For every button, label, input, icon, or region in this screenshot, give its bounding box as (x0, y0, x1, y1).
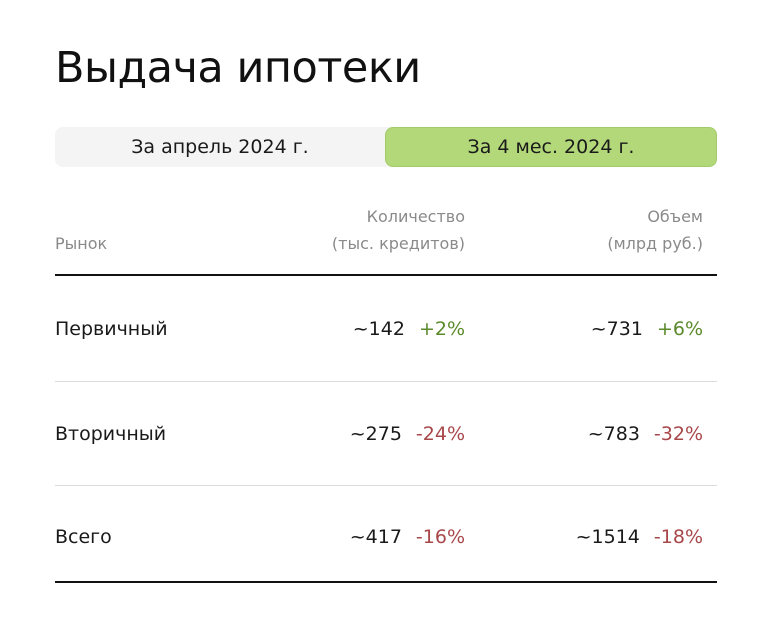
tab-4-months-2024[interactable]: За 4 мес. 2024 г. (385, 127, 717, 167)
count-change: +2% (418, 318, 465, 340)
volume-value: ~1514 (575, 526, 640, 548)
table-bottom-divider (55, 581, 717, 583)
row-total-volume: ~1514 -18% (576, 526, 703, 548)
volume-value: ~783 (587, 423, 640, 445)
tab-april-2024[interactable]: За апрель 2024 г. (131, 136, 309, 158)
row-label-primary: Первичный (55, 318, 168, 340)
volume-change: +6% (656, 318, 703, 340)
row-secondary-count: ~275 -24% (350, 423, 465, 445)
row-total-count: ~417 -16% (350, 526, 465, 548)
column-header-market: Рынок (55, 234, 108, 253)
count-change: -16% (415, 526, 465, 548)
header-divider (55, 274, 717, 276)
count-value: ~275 (349, 423, 402, 445)
count-value: ~417 (349, 526, 402, 548)
row-divider (55, 485, 717, 486)
column-header-volume-line2: (млрд руб.) (607, 234, 703, 253)
volume-change: -18% (653, 526, 703, 548)
row-primary-volume: ~731 +6% (591, 318, 703, 340)
volume-change: -32% (653, 423, 703, 445)
column-header-count-line1: Количество (366, 207, 465, 226)
row-secondary-volume: ~783 -32% (588, 423, 703, 445)
column-header-volume: Объем (млрд руб.) (607, 203, 703, 257)
page-title: Выдача ипотеки (55, 43, 421, 93)
column-header-volume-line1: Объем (647, 207, 703, 226)
row-primary-count: ~142 +2% (353, 318, 465, 340)
count-change: -24% (415, 423, 465, 445)
volume-value: ~731 (590, 318, 643, 340)
column-header-count: Количество (тыс. кредитов) (332, 203, 465, 257)
period-tabs: За апрель 2024 г. За 4 мес. 2024 г. (55, 127, 717, 167)
count-value: ~142 (352, 318, 405, 340)
row-label-secondary: Вторичный (55, 423, 167, 445)
column-header-count-line2: (тыс. кредитов) (331, 234, 465, 253)
row-divider (55, 381, 717, 382)
row-label-total: Всего (55, 526, 112, 548)
